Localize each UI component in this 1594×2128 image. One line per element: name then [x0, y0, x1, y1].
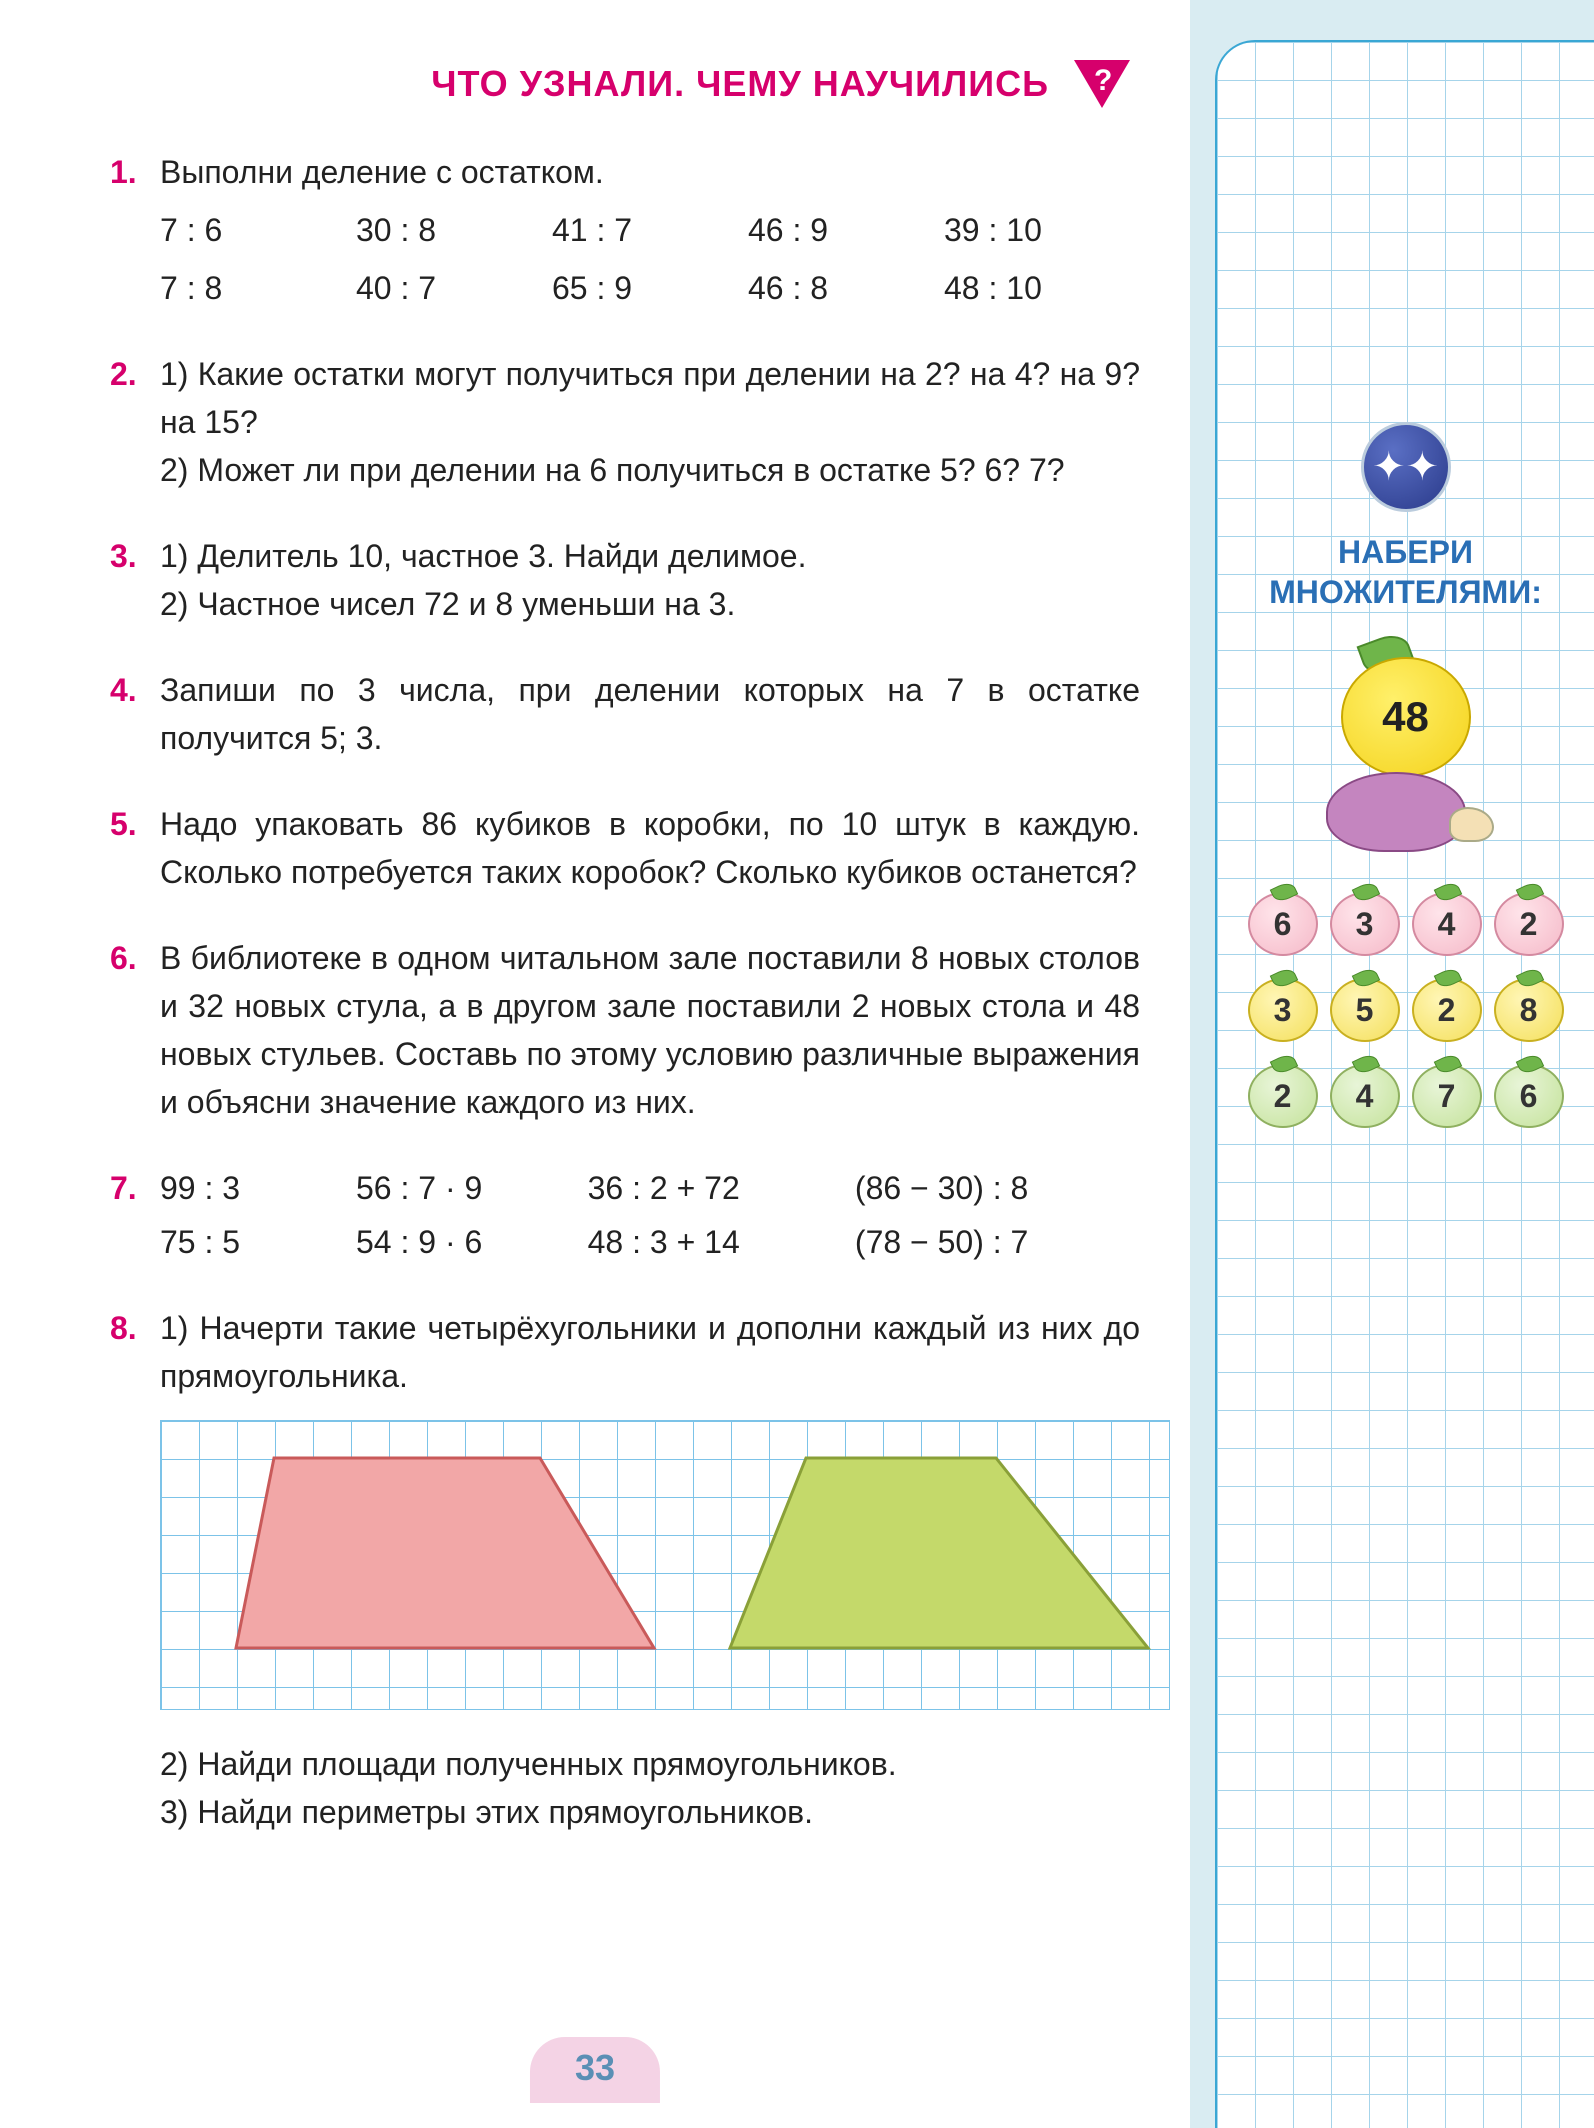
expr: 40 : 7	[356, 264, 552, 312]
expr: 7 : 6	[160, 206, 356, 254]
shapes-diagram	[160, 1420, 1170, 1710]
apple-item: 2	[1494, 892, 1564, 956]
expr: 36 : 2 + 72	[588, 1164, 855, 1212]
task-7-row-1: 7.99 : 3 56 : 7 · 9 36 : 2 + 72 (86 − 30…	[160, 1164, 1140, 1212]
apple-item: 7	[1412, 1064, 1482, 1128]
expr: (78 − 50) : 7	[855, 1218, 1140, 1266]
sidebar-title: НАБЕРИ МНОЖИТЕЛЯМИ:	[1217, 532, 1594, 612]
task-text: 1) Делитель 10, частное 3. Найди делимое…	[160, 538, 806, 574]
task-text: 1) Какие остатки могут получиться при де…	[160, 356, 1140, 440]
expr: 46 : 9	[748, 206, 944, 254]
expr: 99 : 3	[160, 1170, 240, 1206]
expr: 54 : 9 · 6	[356, 1218, 588, 1266]
task-text: Выполни деление с остатком.	[160, 154, 604, 190]
expr: 39 : 10	[944, 206, 1140, 254]
page-title: ЧТО УЗНАЛИ. ЧЕМУ НАУЧИЛИСЬ	[431, 63, 1049, 105]
task-text: 2) Найди площади полученных прямоугольни…	[160, 1740, 1140, 1788]
task-number: 6.	[110, 934, 160, 982]
apple-item: 3	[1330, 892, 1400, 956]
task-1: 1.Выполни деление с остатком. 7 : 6 30 :…	[110, 148, 1140, 312]
task-text: 1) Начерти такие четырёхугольники и допо…	[160, 1310, 1140, 1394]
task-text: Запиши по 3 числа, при делении которых н…	[160, 672, 1140, 756]
expr: 75 : 5	[160, 1218, 356, 1266]
expr: 30 : 8	[356, 206, 552, 254]
expr: 48 : 3 + 14	[588, 1218, 855, 1266]
task-text: 2) Может ли при делении на 6 получиться …	[160, 446, 1140, 494]
task-7-row-2: 75 : 5 54 : 9 · 6 48 : 3 + 14 (78 − 50) …	[160, 1218, 1140, 1266]
page: ЧТО УЗНАЛИ. ЧЕМУ НАУЧИЛИСЬ ? 1.Выполни д…	[0, 0, 1594, 2128]
apple-item: 6	[1248, 892, 1318, 956]
expr: 48 : 10	[944, 264, 1140, 312]
task-7: 7.99 : 3 56 : 7 · 9 36 : 2 + 72 (86 − 30…	[110, 1164, 1140, 1266]
task-1-row-1: 7 : 6 30 : 8 41 : 7 46 : 9 39 : 10	[160, 206, 1140, 254]
trapezoid-pink	[236, 1458, 654, 1648]
header: ЧТО УЗНАЛИ. ЧЕМУ НАУЧИЛИСЬ ?	[110, 60, 1140, 108]
apple-item: 4	[1412, 892, 1482, 956]
sidebar-panel: ✦✦ НАБЕРИ МНОЖИТЕЛЯМИ: 48 634235282476	[1215, 40, 1594, 2128]
apple-item: 3	[1248, 978, 1318, 1042]
expr: 46 : 8	[748, 264, 944, 312]
apple-row: 3528	[1217, 978, 1594, 1042]
trapezoid-green	[730, 1458, 1148, 1648]
expr: 56 : 7 · 9	[356, 1164, 588, 1212]
expr: 7 : 8	[160, 264, 356, 312]
apple-row: 2476	[1217, 1064, 1594, 1128]
task-number: 2.	[110, 350, 160, 398]
task-number: 4.	[110, 666, 160, 714]
apple-item: 8	[1494, 978, 1564, 1042]
task-1-row-2: 7 : 8 40 : 7 65 : 9 46 : 8 48 : 10	[160, 264, 1140, 312]
task-text: Надо упаковать 86 кубиков в коробки, по …	[160, 806, 1140, 890]
task-text: В библиотеке в одном читальном зале пост…	[160, 940, 1140, 1120]
task-3: 3.1) Делитель 10, частное 3. Найди делим…	[110, 532, 1140, 628]
task-5: 5.Надо упаковать 86 кубиков в коробки, п…	[110, 800, 1140, 896]
task-4: 4.Запиши по 3 числа, при делении которых…	[110, 666, 1140, 762]
apple-rows: 634235282476	[1217, 892, 1594, 1128]
apple-item: 4	[1330, 1064, 1400, 1128]
apple-item: 2	[1248, 1064, 1318, 1128]
task-number: 8.	[110, 1304, 160, 1352]
apple-row: 6342	[1217, 892, 1594, 956]
task-number: 3.	[110, 532, 160, 580]
expr: 65 : 9	[552, 264, 748, 312]
star-badge-icon: ✦✦	[1361, 422, 1451, 512]
apple-item: 2	[1412, 978, 1482, 1042]
question-badge-icon: ?	[1074, 60, 1130, 108]
task-number: 5.	[110, 800, 160, 848]
task-6: 6.В библиотеке в одном читальном зале по…	[110, 934, 1140, 1126]
shapes-svg	[160, 1420, 1170, 1710]
task-number: 1.	[110, 148, 160, 196]
main-content: ЧТО УЗНАЛИ. ЧЕМУ НАУЧИЛИСЬ ? 1.Выполни д…	[0, 0, 1190, 2128]
task-text: 2) Частное чисел 72 и 8 уменьши на 3.	[160, 580, 1140, 628]
task-text: 3) Найди периметры этих прямоугольников.	[160, 1788, 1140, 1836]
task-2: 2.1) Какие остатки могут получиться при …	[110, 350, 1140, 494]
task-8: 8.1) Начерти такие четырёхугольники и до…	[110, 1304, 1140, 1836]
task-number: 7.	[110, 1164, 160, 1212]
apple-item: 5	[1330, 978, 1400, 1042]
hedgehog-icon	[1326, 757, 1486, 852]
sidebar: ✦✦ НАБЕРИ МНОЖИТЕЛЯМИ: 48 634235282476	[1190, 0, 1594, 2128]
page-number: 33	[530, 2037, 660, 2103]
expr: 41 : 7	[552, 206, 748, 254]
expr: (86 − 30) : 8	[855, 1164, 1140, 1212]
apple-item: 6	[1494, 1064, 1564, 1128]
